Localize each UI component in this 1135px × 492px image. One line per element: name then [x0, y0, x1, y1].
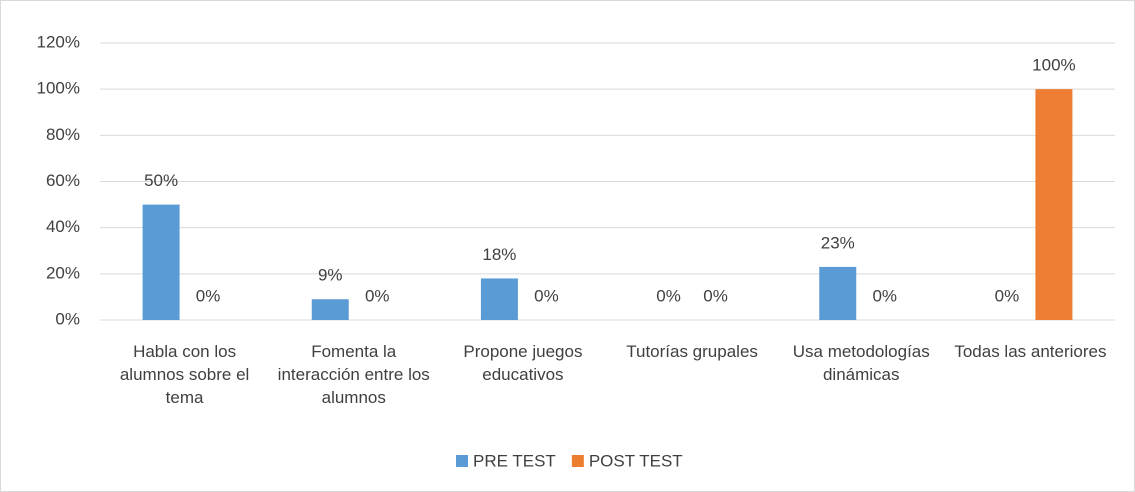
y-tick-label: 40% [46, 217, 80, 236]
bar [142, 204, 180, 320]
value-label: 0% [365, 286, 390, 305]
x-tick-label: Habla con los alumnos sobre el tema [119, 342, 250, 407]
value-label: 0% [703, 286, 728, 305]
x-tick-label: Usa metodologías dinámicas [792, 342, 930, 384]
value-label: 50% [144, 171, 178, 190]
value-label: 18% [482, 245, 516, 264]
y-tick-label: 120% [37, 32, 80, 51]
value-label: 9% [318, 266, 343, 285]
value-label: 0% [872, 286, 897, 305]
bar [480, 278, 518, 320]
y-tick-label: 80% [46, 125, 80, 144]
y-tick-label: 20% [46, 263, 80, 282]
x-tick-label: Todas las anteriores [954, 342, 1107, 361]
value-label: 0% [995, 286, 1020, 305]
bar [819, 266, 857, 320]
x-tick-label: Fomenta la interacción entre los alumnos [277, 342, 430, 407]
y-tick-label: 0% [55, 309, 80, 328]
value-label: 0% [534, 286, 559, 305]
x-tick-label: Propone juegos educativos [463, 342, 583, 384]
value-label: 0% [196, 286, 221, 305]
x-tick-label: Tutorías grupales [626, 342, 758, 361]
legend-label: POST TEST [589, 451, 683, 470]
y-tick-label: 60% [46, 171, 80, 190]
legend-swatch [571, 455, 584, 467]
value-label: 0% [656, 286, 681, 305]
bar [311, 299, 349, 320]
y-tick-label: 100% [37, 79, 80, 98]
bar [1035, 89, 1073, 321]
legend-swatch [456, 455, 468, 467]
value-label: 23% [821, 233, 855, 252]
value-label: 100% [1032, 56, 1075, 75]
legend-label: PRE TEST [473, 451, 556, 470]
